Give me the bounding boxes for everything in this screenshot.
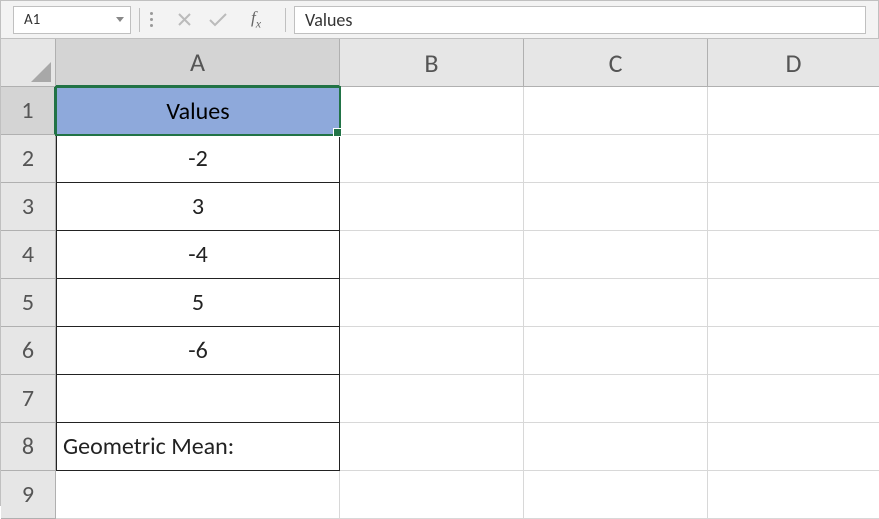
x-icon (177, 12, 192, 27)
cell-c7[interactable] (524, 375, 708, 423)
formula-input-value: Values (305, 9, 352, 31)
cell-c8[interactable] (524, 423, 708, 471)
cells-area: Values-23-45-6 Geometric Mean: (56, 87, 879, 519)
column-headers: ABCD (56, 39, 879, 87)
cell-b3[interactable] (340, 183, 524, 231)
cell-b6[interactable] (340, 327, 524, 375)
column-header-d[interactable]: D (708, 39, 879, 87)
cell-b4[interactable] (340, 231, 524, 279)
cell-b8[interactable] (340, 423, 524, 471)
formula-input[interactable]: Values (294, 6, 866, 34)
table-row: Geometric Mean: (56, 423, 879, 471)
check-icon (208, 12, 228, 27)
cell-d4[interactable] (708, 231, 879, 279)
chevron-down-icon[interactable] (116, 17, 124, 22)
cell-b2[interactable] (340, 135, 524, 183)
cell-d5[interactable] (708, 279, 879, 327)
cell-a3[interactable]: 3 (56, 183, 340, 231)
formula-bar: A1 fx Values (1, 1, 878, 39)
cell-a4[interactable]: -4 (56, 231, 340, 279)
table-row: -4 (56, 231, 879, 279)
cell-a8[interactable]: Geometric Mean: (56, 423, 340, 471)
row-header-9[interactable]: 9 (1, 471, 56, 519)
cell-c9[interactable] (524, 471, 708, 519)
divider (139, 8, 140, 32)
cell-d3[interactable] (708, 183, 879, 231)
table-row: Values (56, 87, 879, 135)
cell-d9[interactable] (708, 471, 879, 519)
cell-c4[interactable] (524, 231, 708, 279)
cell-a1[interactable]: Values (56, 87, 340, 135)
row-header-8[interactable]: 8 (1, 423, 56, 471)
cancel-button[interactable] (169, 6, 199, 34)
cell-a7[interactable] (56, 375, 340, 423)
row-header-6[interactable]: 6 (1, 327, 56, 375)
column-header-a[interactable]: A (56, 39, 340, 87)
cell-c5[interactable] (524, 279, 708, 327)
cell-b5[interactable] (340, 279, 524, 327)
table-row (56, 471, 879, 519)
fx-icon: fx (251, 8, 261, 31)
row-header-5[interactable]: 5 (1, 279, 56, 327)
cell-a6[interactable]: -6 (56, 327, 340, 375)
cell-d2[interactable] (708, 135, 879, 183)
row-header-2[interactable]: 2 (1, 135, 56, 183)
column-header-c[interactable]: C (524, 39, 708, 87)
select-all-corner[interactable] (1, 39, 56, 87)
enter-button[interactable] (203, 6, 233, 34)
insert-function-button[interactable]: fx (241, 6, 271, 34)
cell-d1[interactable] (708, 87, 879, 135)
cell-c1[interactable] (524, 87, 708, 135)
table-row: 5 (56, 279, 879, 327)
cell-b7[interactable] (340, 375, 524, 423)
cell-a9[interactable] (56, 471, 340, 519)
name-box[interactable]: A1 (13, 6, 131, 34)
name-box-value: A1 (24, 11, 40, 29)
table-row: 3 (56, 183, 879, 231)
formula-bar-buttons: fx (163, 6, 277, 34)
row-header-4[interactable]: 4 (1, 231, 56, 279)
row-header-1[interactable]: 1 (1, 87, 56, 135)
cell-d7[interactable] (708, 375, 879, 423)
cell-d8[interactable] (708, 423, 879, 471)
table-row: -6 (56, 327, 879, 375)
cell-a2[interactable]: -2 (56, 135, 340, 183)
table-row (56, 375, 879, 423)
grip-dots-icon[interactable] (148, 7, 155, 33)
column-header-b[interactable]: B (340, 39, 524, 87)
row-header-7[interactable]: 7 (1, 375, 56, 423)
table-row: -2 (56, 135, 879, 183)
row-header-3[interactable]: 3 (1, 183, 56, 231)
row-headers: 123456789 (1, 87, 56, 519)
cell-c3[interactable] (524, 183, 708, 231)
cell-d6[interactable] (708, 327, 879, 375)
cell-b9[interactable] (340, 471, 524, 519)
cell-a5[interactable]: 5 (56, 279, 340, 327)
divider (285, 8, 286, 32)
cell-c2[interactable] (524, 135, 708, 183)
cell-b1[interactable] (340, 87, 524, 135)
cell-c6[interactable] (524, 327, 708, 375)
